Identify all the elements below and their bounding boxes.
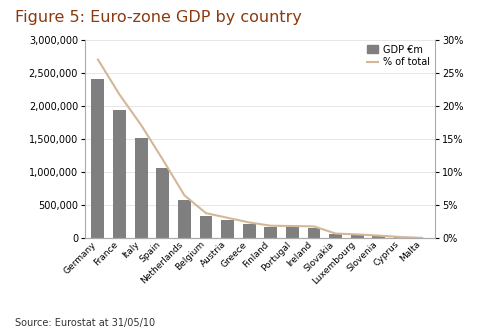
Bar (372, 236, 386, 238)
Bar (178, 200, 191, 238)
Bar (134, 138, 147, 238)
Bar (264, 227, 278, 238)
Bar (242, 224, 256, 238)
Bar (92, 79, 104, 238)
Bar (286, 227, 299, 238)
Bar (221, 220, 234, 238)
Text: Figure 5: Euro-zone GDP by country: Figure 5: Euro-zone GDP by country (15, 10, 302, 25)
Bar (350, 235, 364, 238)
Bar (329, 234, 342, 238)
Legend: GDP €m, % of total: GDP €m, % of total (366, 45, 430, 68)
Bar (113, 110, 126, 238)
Bar (308, 228, 320, 238)
Bar (156, 168, 170, 238)
Bar (200, 216, 212, 238)
Text: Source: Eurostat at 31/05/10: Source: Eurostat at 31/05/10 (15, 318, 155, 328)
Bar (394, 237, 407, 238)
